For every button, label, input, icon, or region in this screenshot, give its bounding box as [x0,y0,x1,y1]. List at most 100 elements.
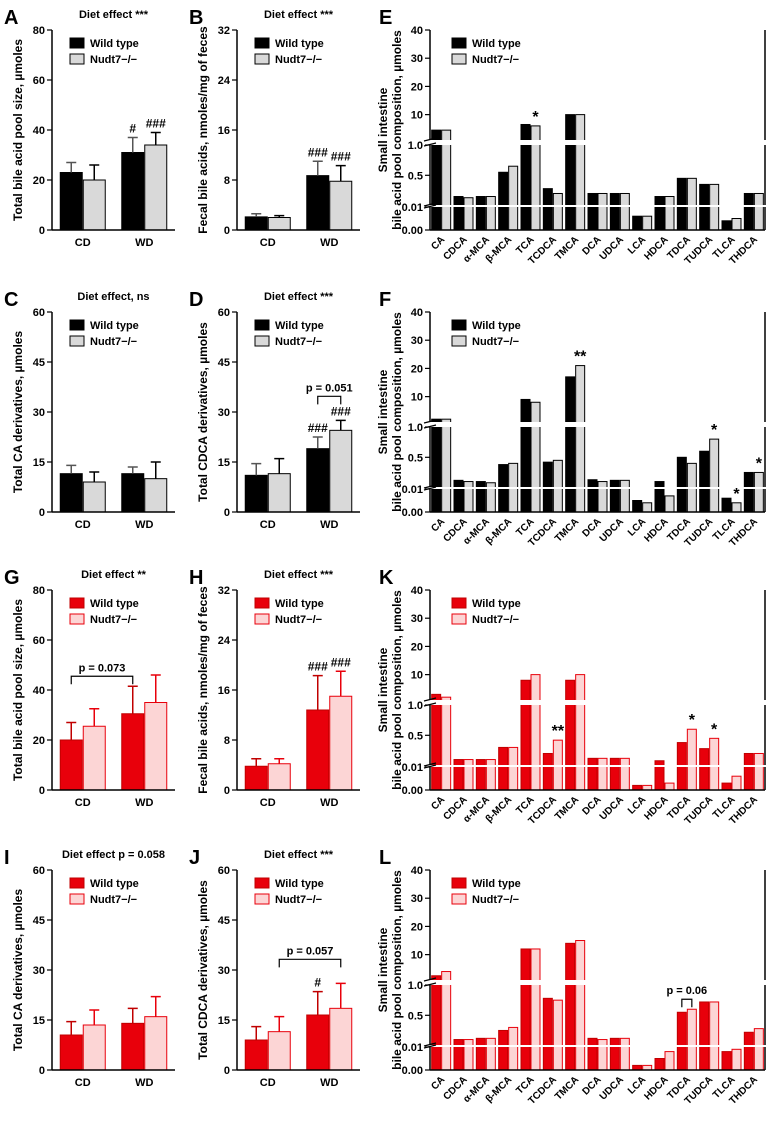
bar [721,782,732,791]
x-tick-label: CD [260,797,276,809]
y-tick-label: 40 [411,585,423,597]
bar [508,165,519,231]
y-axis-label: Total CDCA derivatives, µmoles [196,322,210,502]
panel-title: Diet effect ** [81,569,147,581]
legend-swatch [254,597,270,609]
error-bar [335,419,346,431]
bar [552,192,563,231]
panel-title: Diet effect *** [264,569,334,581]
y-tick-label: 40 [411,865,423,877]
y-tick-label: 60 [33,865,45,877]
bar [306,175,330,231]
significance-label: # [314,976,321,990]
legend-label: Nudt7−/− [90,894,137,906]
bar [485,759,496,791]
y-tick-label: 0 [39,507,45,519]
bar [267,473,291,513]
bar [59,1034,83,1071]
y-tick-label: 0 [224,507,230,519]
y-tick-label: 1.0 [408,700,423,712]
panel-letter: E [379,7,392,29]
legend-label: Wild type [90,38,139,50]
x-tick-label: UDCA [598,516,626,544]
bar [542,188,553,231]
error-bar [89,471,100,482]
significance-label: * [711,721,718,738]
legend-label: Nudt7−/− [90,54,137,66]
bar [508,746,519,791]
error-bar [312,674,323,710]
x-tick-label: TMCA [553,516,581,544]
y-axis-label: Fecal bile acids, nmoles/mg of feces [196,26,210,234]
panel-letter: I [4,847,10,869]
legend-swatch [451,613,467,625]
x-tick-label: UDCA [598,1074,626,1102]
y-tick-label: 40 [411,307,423,319]
legend-swatch [254,613,270,625]
x-tick-label: CA [429,234,447,252]
bar [597,1039,608,1071]
bracket [317,395,342,405]
x-tick-label: WD [320,237,338,249]
y-tick-label: 30 [218,965,230,977]
axis-break [424,980,767,985]
bar [642,215,653,231]
bar [597,481,608,513]
y-tick-label: 0.01 [402,202,423,214]
bar [475,1037,486,1071]
error-bar [335,982,346,1009]
bar [575,940,586,1071]
bar [453,759,464,791]
bar [329,1007,353,1071]
significance-label: ### [331,655,351,669]
panel-letter: H [189,567,203,589]
y-axis-label: Small intestine [376,369,390,454]
bar [485,1037,496,1071]
significance-label: * [689,712,696,729]
bar [552,999,563,1071]
significance-label: ### [308,421,328,435]
y-axis-label: bile acid pool composition, µmoles [390,870,404,1070]
bar [82,481,106,513]
legend-swatch [254,893,270,905]
error-bar [312,436,323,449]
bar [721,1051,732,1071]
error-bar [274,214,285,218]
bar [244,216,268,231]
bar [59,739,83,791]
y-tick-label: 30 [33,407,45,419]
error-bar [312,990,323,1015]
panel-title: Diet effect *** [264,9,334,21]
bracket-label: p = 0.051 [306,382,353,394]
bar [441,129,452,231]
bar [575,365,586,513]
y-tick-label: 0 [39,225,45,237]
bar [686,177,697,231]
bar [565,942,576,1071]
bar [508,1026,519,1071]
error-bar [89,708,100,727]
y-tick-label: 60 [33,75,45,87]
bar [431,693,442,791]
significance-label: * [756,455,763,472]
legend-label: Nudt7−/− [472,336,519,348]
bar [244,765,268,791]
error-bar [274,457,285,474]
legend-swatch [451,335,467,347]
significance-label: * [532,109,539,126]
bar [530,948,541,1071]
bar [565,114,576,231]
bar [59,172,83,231]
panel-title: Diet effect p = 0.058 [62,849,165,861]
bar [520,948,531,1071]
significance-label: ### [331,404,351,418]
bar [676,1011,687,1071]
y-tick-label: 20 [411,641,423,653]
bar [485,196,496,231]
legend-label: Nudt7−/− [90,336,137,348]
significance-label: ### [146,117,166,131]
bar [520,398,531,513]
error-bar [335,670,346,697]
significance-label: ### [308,660,328,674]
y-tick-label: 24 [218,635,231,647]
